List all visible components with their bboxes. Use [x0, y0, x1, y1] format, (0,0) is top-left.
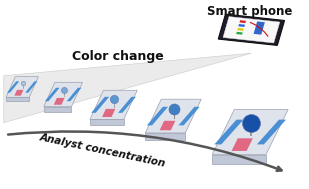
Polygon shape [160, 121, 175, 130]
Polygon shape [212, 109, 288, 155]
Polygon shape [102, 109, 115, 117]
Text: Smart phone: Smart phone [207, 5, 293, 18]
Polygon shape [145, 133, 185, 140]
Polygon shape [15, 90, 23, 96]
Polygon shape [179, 107, 200, 125]
Polygon shape [118, 97, 136, 113]
Polygon shape [212, 155, 266, 164]
Polygon shape [54, 98, 65, 105]
Polygon shape [91, 97, 109, 113]
Polygon shape [239, 20, 246, 23]
Polygon shape [90, 119, 124, 125]
Point [61, 88, 66, 91]
Polygon shape [25, 81, 37, 93]
Polygon shape [90, 90, 137, 119]
Polygon shape [45, 88, 60, 101]
Polygon shape [237, 28, 244, 31]
Point [112, 98, 117, 101]
Polygon shape [254, 21, 265, 35]
Polygon shape [7, 81, 19, 93]
Polygon shape [147, 107, 168, 125]
Polygon shape [6, 97, 29, 101]
Text: Analyst concentration: Analyst concentration [38, 132, 166, 169]
Polygon shape [236, 32, 243, 35]
Polygon shape [257, 120, 286, 144]
Polygon shape [44, 82, 83, 107]
Polygon shape [145, 99, 201, 133]
Polygon shape [4, 53, 252, 123]
Point [249, 122, 254, 125]
Polygon shape [231, 138, 253, 151]
Polygon shape [6, 77, 38, 97]
Point [20, 81, 25, 84]
Polygon shape [238, 24, 245, 27]
Polygon shape [67, 88, 81, 101]
Polygon shape [44, 107, 71, 112]
Polygon shape [223, 17, 280, 43]
Point [171, 108, 176, 111]
Polygon shape [218, 14, 285, 45]
Text: Color change: Color change [72, 50, 163, 64]
Polygon shape [214, 120, 243, 144]
